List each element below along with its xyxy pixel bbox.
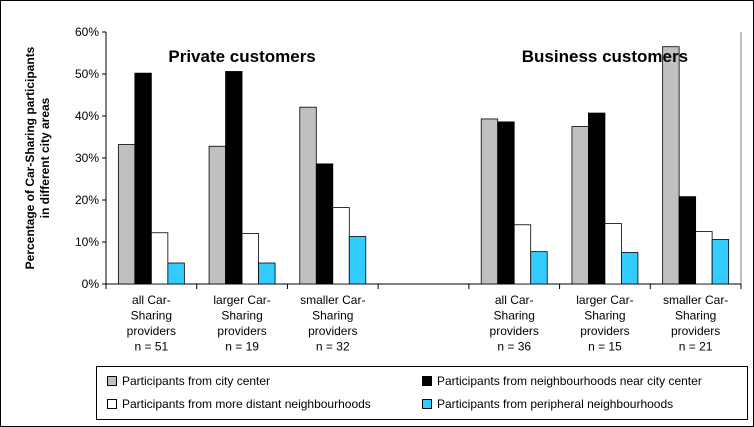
x-tick-label: providers xyxy=(490,324,539,338)
bar-participants-from-peripheral-neighbourhoods xyxy=(167,262,185,285)
y-tick-label: 20% xyxy=(75,193,99,207)
group-title: Business customers xyxy=(522,47,688,66)
legend-item: Participants from peripheral neighbourho… xyxy=(422,397,673,411)
legend-swatch xyxy=(107,399,117,409)
y-tick-label: 40% xyxy=(75,109,99,123)
bar-participants-from-more-distant-neighbourhoods xyxy=(241,233,259,285)
y-tick-label: 30% xyxy=(75,151,99,165)
legend-item: Participants from neighbourhoods near ci… xyxy=(422,374,702,388)
x-tick-label: n = 36 xyxy=(497,340,531,354)
bar-participants-from-peripheral-neighbourhoods xyxy=(711,239,730,285)
y-tick-label: 10% xyxy=(75,235,99,249)
bar-participants-from-city-center xyxy=(571,126,589,285)
bar-participants-from-more-distant-neighbourhoods xyxy=(332,207,350,285)
bar-participants-from-neighbourhoods-near-city-center xyxy=(225,71,243,285)
legend: Participants from city center Participant… xyxy=(96,366,748,420)
y-axis-label: in different city areas xyxy=(38,97,52,218)
x-tick-label: smaller Car- xyxy=(300,293,365,307)
bar-participants-from-neighbourhoods-near-city-center xyxy=(315,163,334,285)
legend-label: Participants from neighbourhoods near ci… xyxy=(437,374,702,388)
bar-participants-from-peripheral-neighbourhoods xyxy=(530,251,548,285)
bar-participants-from-more-distant-neighbourhoods xyxy=(604,223,622,285)
bar-participants-from-peripheral-neighbourhoods xyxy=(348,236,367,285)
x-tick-label: all Car- xyxy=(132,293,171,307)
x-tick-label: Sharing xyxy=(584,309,625,323)
y-tick-label: 60% xyxy=(75,25,99,39)
bar-participants-from-city-center xyxy=(299,106,317,285)
x-tick-label: providers xyxy=(671,324,720,338)
legend-swatch xyxy=(422,399,432,409)
x-tick-label: Sharing xyxy=(675,309,716,323)
x-tick-label: providers xyxy=(580,324,629,338)
x-tick-label: n = 32 xyxy=(316,340,350,354)
x-tick-label: Sharing xyxy=(494,309,535,323)
legend-label: Participants from peripheral neighbourho… xyxy=(437,397,674,411)
x-tick-label: n = 51 xyxy=(135,340,169,354)
legend-label: Participants from more distant neighbour… xyxy=(122,397,371,411)
x-tick-label: providers xyxy=(217,324,266,338)
x-tick-label: Sharing xyxy=(312,309,353,323)
bar-participants-from-neighbourhoods-near-city-center xyxy=(497,121,515,285)
bar-participants-from-city-center xyxy=(480,118,499,285)
y-tick-label: 0% xyxy=(82,277,100,291)
y-axis-label: Percentage of Car-Sharing participants xyxy=(23,46,37,269)
legend-item: Participants from city center xyxy=(107,374,270,388)
bar-participants-from-more-distant-neighbourhoods xyxy=(695,231,713,285)
legend-swatch xyxy=(422,376,432,386)
bar-participants-from-neighbourhoods-near-city-center xyxy=(588,112,606,285)
bar-participants-from-peripheral-neighbourhoods xyxy=(621,252,639,285)
x-tick-label: n = 21 xyxy=(679,340,713,354)
x-tick-label: larger Car- xyxy=(213,293,270,307)
bar-participants-from-neighbourhoods-near-city-center xyxy=(134,72,152,285)
bar-participants-from-city-center xyxy=(117,144,136,285)
bar-participants-from-more-distant-neighbourhoods xyxy=(150,232,169,285)
bar-participants-from-city-center xyxy=(662,46,680,285)
bar-participants-from-neighbourhoods-near-city-center xyxy=(678,196,697,285)
x-tick-label: all Car- xyxy=(495,293,534,307)
x-tick-label: providers xyxy=(127,324,176,338)
x-tick-label: Sharing xyxy=(131,309,172,323)
legend-item: Participants from more distant neighbour… xyxy=(107,397,371,411)
x-tick-label: larger Car- xyxy=(576,293,633,307)
x-tick-label: providers xyxy=(308,324,357,338)
group-title: Private customers xyxy=(168,47,315,66)
legend-label: Participants from city center xyxy=(122,374,271,388)
y-tick-label: 50% xyxy=(75,67,99,81)
x-tick-label: n = 15 xyxy=(588,340,622,354)
bar-participants-from-city-center xyxy=(208,145,226,285)
legend-swatch xyxy=(107,376,117,386)
x-tick-label: Sharing xyxy=(221,309,262,323)
bar-participants-from-more-distant-neighbourhoods xyxy=(513,224,532,285)
x-tick-label: n = 19 xyxy=(225,340,259,354)
bar-participants-from-peripheral-neighbourhoods xyxy=(258,262,276,285)
x-tick-label: smaller Car- xyxy=(663,293,728,307)
